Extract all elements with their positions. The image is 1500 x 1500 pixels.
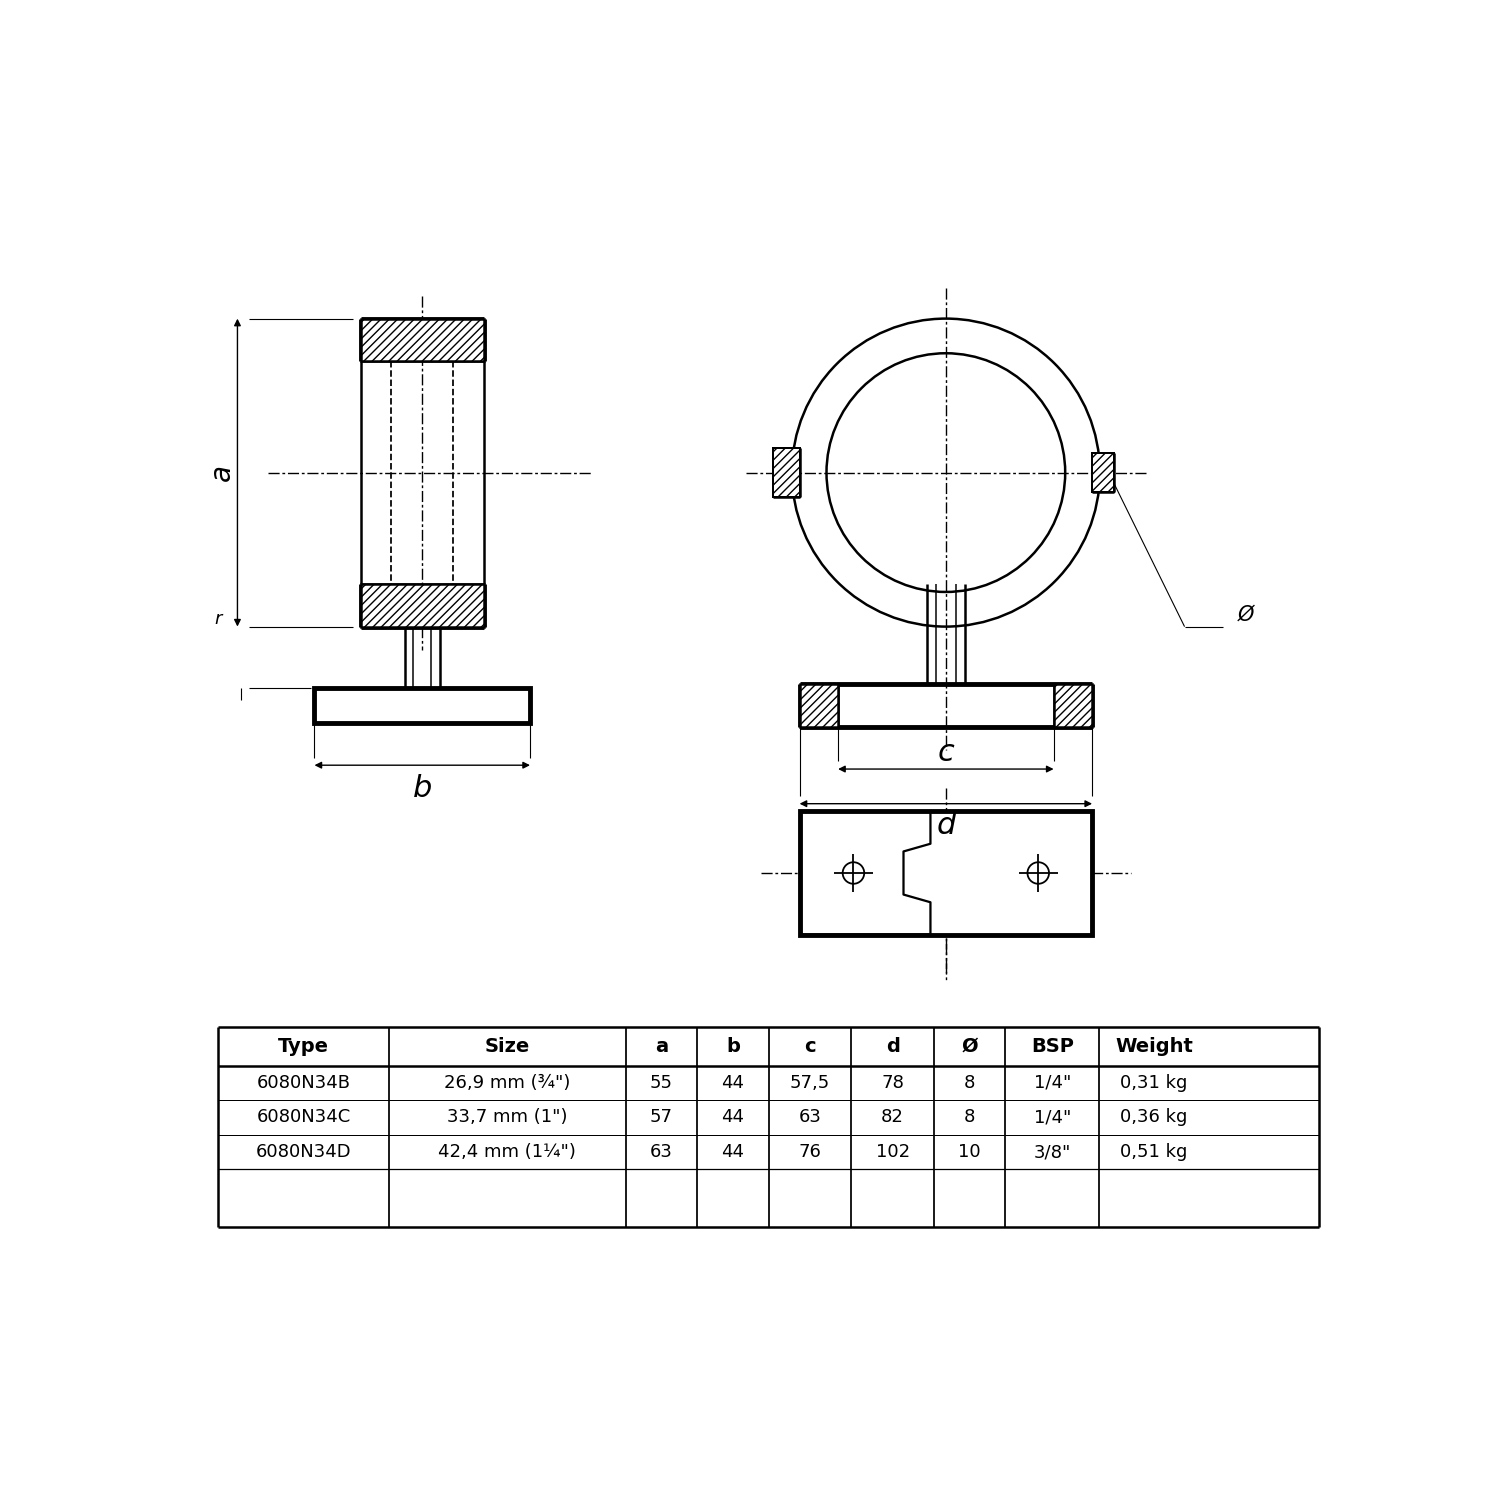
Text: 0,51 kg: 0,51 kg bbox=[1120, 1143, 1188, 1161]
Text: Size: Size bbox=[484, 1036, 530, 1056]
Text: c: c bbox=[804, 1036, 816, 1056]
Bar bbox=[315, 688, 530, 723]
Text: 57,5: 57,5 bbox=[790, 1074, 830, 1092]
Text: 44: 44 bbox=[722, 1074, 744, 1092]
Text: 63: 63 bbox=[798, 1108, 822, 1126]
Text: Ø: Ø bbox=[962, 1036, 978, 1056]
Text: Weight: Weight bbox=[1114, 1036, 1192, 1056]
Text: 6080N34C: 6080N34C bbox=[256, 1108, 351, 1126]
Bar bbox=[1092, 453, 1113, 492]
Text: 76: 76 bbox=[798, 1143, 822, 1161]
Text: b: b bbox=[726, 1036, 740, 1056]
Text: 8: 8 bbox=[964, 1074, 975, 1092]
Bar bbox=[360, 318, 484, 362]
Text: 1/4": 1/4" bbox=[1034, 1108, 1071, 1126]
Text: 63: 63 bbox=[650, 1143, 674, 1161]
Text: 78: 78 bbox=[880, 1074, 904, 1092]
Bar bbox=[360, 585, 484, 627]
Text: 82: 82 bbox=[880, 1108, 904, 1126]
Text: 44: 44 bbox=[722, 1108, 744, 1126]
Text: 42,4 mm (1¼"): 42,4 mm (1¼") bbox=[438, 1143, 576, 1161]
Text: 6080N34D: 6080N34D bbox=[255, 1143, 351, 1161]
Bar bbox=[772, 448, 800, 497]
Text: 3/8": 3/8" bbox=[1034, 1143, 1071, 1161]
Text: d: d bbox=[885, 1036, 900, 1056]
Text: 6080N34B: 6080N34B bbox=[256, 1074, 351, 1092]
Text: 10: 10 bbox=[958, 1143, 981, 1161]
Text: 0,36 kg: 0,36 kg bbox=[1120, 1108, 1188, 1126]
Text: 26,9 mm (¾"): 26,9 mm (¾") bbox=[444, 1074, 570, 1092]
Bar bbox=[1053, 684, 1092, 726]
Text: 8: 8 bbox=[964, 1108, 975, 1126]
Text: 33,7 mm (1"): 33,7 mm (1") bbox=[447, 1108, 567, 1126]
Text: a: a bbox=[209, 464, 236, 482]
Text: 1/4": 1/4" bbox=[1034, 1074, 1071, 1092]
Bar bbox=[800, 812, 1092, 934]
Text: 44: 44 bbox=[722, 1143, 744, 1161]
Text: Type: Type bbox=[278, 1036, 328, 1056]
Text: 57: 57 bbox=[650, 1108, 674, 1126]
Text: a: a bbox=[656, 1036, 668, 1056]
Text: 102: 102 bbox=[876, 1143, 909, 1161]
Text: 55: 55 bbox=[650, 1074, 674, 1092]
Text: Ø: Ø bbox=[1238, 604, 1254, 625]
Bar bbox=[800, 684, 838, 726]
Text: BSP: BSP bbox=[1030, 1036, 1074, 1056]
Text: d: d bbox=[936, 812, 956, 840]
Text: 0,31 kg: 0,31 kg bbox=[1120, 1074, 1188, 1092]
Text: r: r bbox=[214, 610, 222, 628]
Text: c: c bbox=[938, 738, 954, 766]
Text: b: b bbox=[413, 774, 432, 802]
